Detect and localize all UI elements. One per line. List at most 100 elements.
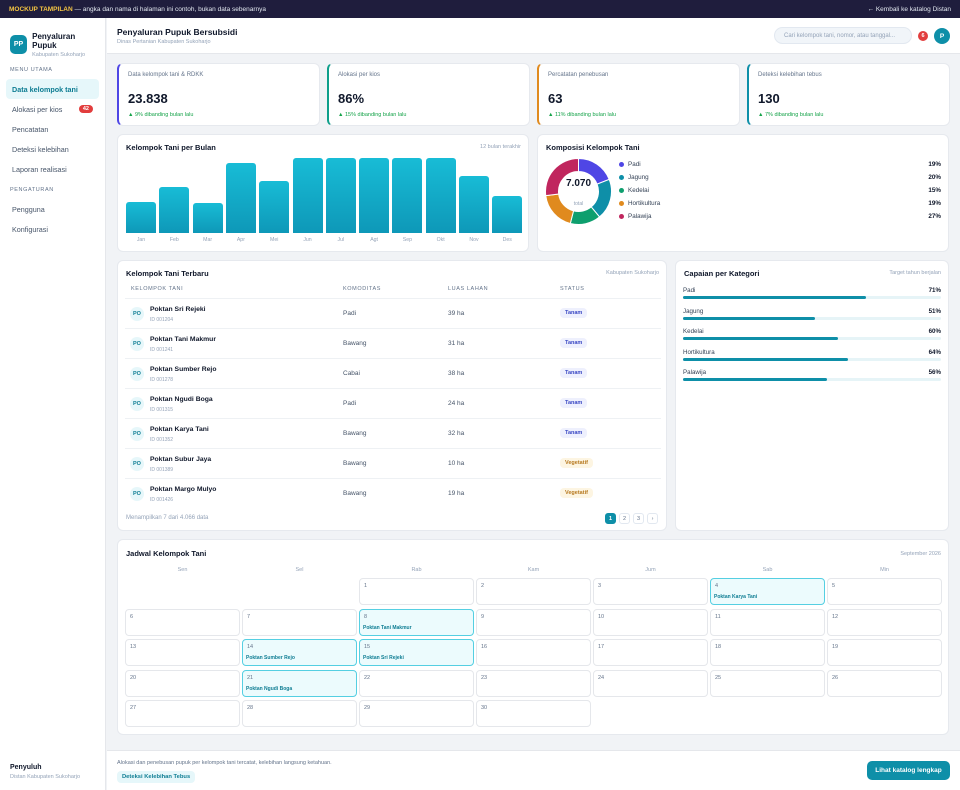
- calendar-day[interactable]: 1: [359, 578, 474, 605]
- calendar-day[interactable]: 27: [125, 700, 240, 727]
- sidebar-item-label: Alokasi per kios: [12, 104, 63, 114]
- calendar-day[interactable]: 30: [476, 700, 591, 727]
- sidebar-item-label: Pengguna: [12, 204, 45, 214]
- calendar-day[interactable]: 2: [476, 578, 591, 605]
- progress-fill: [683, 357, 849, 361]
- page-button[interactable]: ›: [647, 513, 658, 524]
- calendar-day[interactable]: 13: [125, 639, 240, 666]
- calendar-day[interactable]: 12: [827, 608, 942, 636]
- calendar-day[interactable]: 4 Poktan Karya Tani: [710, 578, 825, 605]
- notification-badge[interactable]: 6: [918, 31, 928, 41]
- progress-title: Capaian per Kategori: [684, 269, 760, 278]
- calendar-day[interactable]: 3: [593, 578, 708, 605]
- status-badge: Tanam: [560, 308, 588, 318]
- group-name: Poktan Sumber Rejo: [150, 366, 217, 373]
- sidebar-item-konfigurasi[interactable]: Konfigurasi: [6, 219, 99, 239]
- table-row[interactable]: PO Poktan Sri Rejeki ID 001204 Padi 39 ha Tan…: [125, 298, 661, 328]
- weekday-label: Sen: [177, 567, 188, 573]
- calendar-day[interactable]: 6: [125, 608, 240, 636]
- sidebar-item-laporan-realisasi[interactable]: Laporan realisasi: [6, 159, 99, 179]
- calendar-day[interactable]: 15 Poktan Sri Rejeki: [359, 639, 474, 666]
- calendar-day[interactable]: 5: [827, 578, 942, 605]
- calendar-day[interactable]: 28: [242, 700, 357, 727]
- day-number: 2: [481, 583, 485, 589]
- group-name: Poktan Margo Mulyo: [150, 486, 217, 493]
- day-number: 21: [247, 674, 254, 681]
- calendar-day[interactable]: 26: [827, 669, 942, 697]
- bar-jul: [325, 158, 356, 233]
- calendar-day[interactable]: 18: [710, 639, 825, 666]
- donut-chart: 7.070 total: [545, 158, 612, 225]
- month-label: Nov: [469, 237, 479, 243]
- month-label: Jul: [337, 237, 345, 243]
- calendar-day[interactable]: 29: [359, 700, 474, 727]
- status-badge: Vegetatif: [560, 488, 593, 498]
- group-commodity: Bawang: [343, 340, 367, 347]
- legend-label: Padi: [628, 161, 641, 168]
- calendar-day[interactable]: 14 Poktan Sumber Rejo: [242, 639, 357, 666]
- group-id: ID 001426: [150, 497, 174, 503]
- table-row[interactable]: PO Poktan Ngudi Boga ID 001315 Padi 24 ha Tan…: [125, 388, 661, 418]
- calendar-day[interactable]: 20: [125, 669, 240, 697]
- search-input[interactable]: Cari kelompok tani, nomor, atau tanggal.…: [774, 27, 912, 44]
- sidebar-item-data-kelompok-tani[interactable]: Data kelompok tani: [6, 79, 99, 99]
- bar-mar: [192, 203, 223, 233]
- table-title: Kelompok Tani Terbaru: [126, 269, 209, 278]
- avatar[interactable]: P: [934, 28, 950, 44]
- bar-des: [492, 196, 523, 233]
- user-org: Distan Kabupaten Sukoharjo: [10, 774, 81, 780]
- brand[interactable]: PP Penyaluran Pupuk Kabupaten Sukoharjo: [0, 18, 105, 60]
- weekday-label: Rab: [411, 567, 422, 573]
- recent-groups-card: [117, 260, 667, 531]
- sidebar-item-label: Laporan realisasi: [12, 164, 67, 174]
- legend-dot: [619, 162, 624, 167]
- weekday-label: Jum: [645, 567, 656, 573]
- group-avatar: PO: [130, 397, 144, 411]
- calendar-day[interactable]: 10: [593, 608, 708, 636]
- calendar-day[interactable]: 25: [710, 669, 825, 697]
- calendar-day[interactable]: 9: [476, 608, 591, 636]
- group-id: ID 001204: [150, 317, 174, 323]
- calendar-day[interactable]: 17: [593, 639, 708, 666]
- calendar-month: September 2026: [900, 551, 941, 557]
- calendar-day[interactable]: 23: [476, 669, 591, 697]
- sidebar-item-pencatatan[interactable]: Pencatatan: [6, 119, 99, 139]
- table-row[interactable]: PO Poktan Tani Makmur ID 001241 Bawang 31 ha…: [125, 328, 661, 358]
- calendar-day[interactable]: 19: [827, 639, 942, 666]
- view-catalog-button[interactable]: Lihat katalog lengkap: [867, 761, 950, 780]
- weekday-label: Kam: [527, 567, 540, 573]
- month-label: Sep: [402, 237, 412, 243]
- sidebar-item-deteksi-kelebihan[interactable]: Deteksi kelebihan: [6, 139, 99, 159]
- calendar-day[interactable]: 16: [476, 639, 591, 666]
- calendar-day[interactable]: 8 Poktan Tani Makmur: [359, 608, 474, 636]
- sidebar-item-pengguna[interactable]: Pengguna: [6, 199, 99, 219]
- table-row[interactable]: PO Poktan Margo Mulyo ID 001426 Bawang 19 ha…: [125, 478, 661, 508]
- legend-percent: 27%: [928, 213, 941, 220]
- day-number: 30: [481, 705, 488, 711]
- group-avatar: PO: [130, 457, 144, 471]
- calendar-day[interactable]: 22: [359, 669, 474, 697]
- table-row[interactable]: PO Poktan Karya Tani ID 001352 Bawang 32 ha T…: [125, 418, 661, 448]
- brand-title: Penyaluran Pupuk: [32, 31, 76, 50]
- calendar-event: Poktan Sumber Rejo: [246, 655, 295, 661]
- page-button[interactable]: 2: [619, 513, 630, 524]
- day-number: 7: [247, 613, 251, 620]
- kpi-card: Percatatan penebusan 63 ▲ 11% dibanding bu…: [537, 63, 740, 126]
- status-badge: Tanam: [560, 368, 588, 378]
- progress-fill: [683, 378, 828, 381]
- feature-chip[interactable]: Deteksi Kelebihan Tebus: [117, 771, 196, 783]
- page-button[interactable]: 3: [633, 513, 644, 524]
- calendar-day[interactable]: 11: [710, 608, 825, 636]
- back-to-catalog-link[interactable]: ← Kembali ke katalog Distan: [867, 5, 951, 13]
- group-id: ID 001278: [150, 377, 174, 383]
- page-button[interactable]: 1: [605, 513, 616, 524]
- weekday-label: Min: [880, 567, 889, 573]
- calendar-day[interactable]: 24: [593, 669, 708, 697]
- user-role: Penyuluh: [10, 764, 42, 771]
- calendar-day[interactable]: 7: [242, 608, 357, 636]
- table-row[interactable]: PO Poktan Subur Jaya ID 001389 Bawang 10 ha V…: [125, 448, 661, 478]
- table-row[interactable]: PO Poktan Sumber Rejo ID 001278 Cabai 38 ha T…: [125, 358, 661, 388]
- category-progress-card: [675, 260, 949, 531]
- calendar-day[interactable]: 21 Poktan Ngudi Boga: [242, 669, 357, 697]
- sidebar-item-alokasi-per-kios[interactable]: Alokasi per kios 42: [6, 99, 99, 119]
